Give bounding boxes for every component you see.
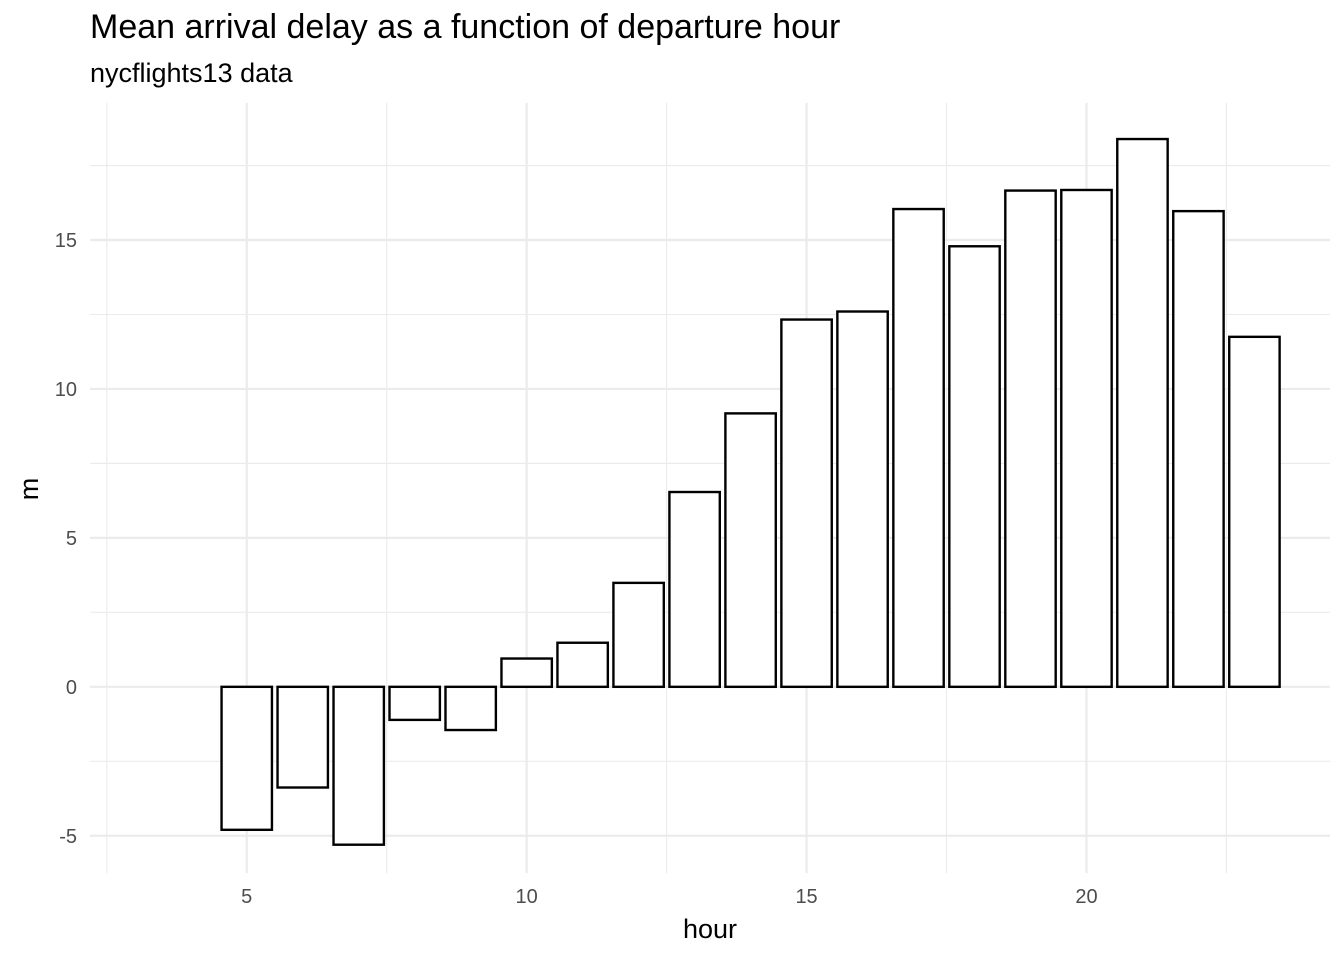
x-axis-ticks: 5 10 15 20 — [241, 886, 1097, 908]
bar-hour-7 — [332, 685, 386, 846]
bar-hour-18 — [948, 245, 1001, 689]
bar-hour-11 — [556, 641, 610, 689]
bar-hour-9 — [444, 685, 498, 732]
bar-hour-14 — [724, 412, 777, 689]
x-tick-label: 15 — [795, 886, 817, 908]
y-tick-label: -5 — [59, 826, 77, 848]
bar-hour-17 — [892, 207, 945, 689]
chart-title: Mean arrival delay as a function of depa… — [90, 8, 841, 46]
bar-hour-10 — [500, 657, 554, 689]
bar-hour-20 — [1060, 188, 1113, 689]
bar-hour-15 — [780, 318, 833, 689]
y-tick-label: 0 — [66, 677, 77, 699]
bar-hour-16 — [836, 310, 889, 689]
y-tick-label: 5 — [66, 528, 77, 550]
x-axis-title: hour — [683, 914, 737, 944]
y-tick-label: 10 — [55, 379, 77, 401]
bar-hour-13 — [668, 490, 721, 689]
y-tick-label: 15 — [55, 230, 77, 252]
bar-hour-21 — [1116, 137, 1169, 689]
bar-hour-12 — [612, 581, 666, 689]
bar-hour-22 — [1172, 209, 1225, 689]
x-tick-label: 20 — [1075, 886, 1097, 908]
x-tick-label: 10 — [516, 886, 538, 908]
y-axis-ticks: -5 0 5 10 15 — [55, 230, 77, 848]
bar-hour-5 — [220, 685, 274, 832]
bar-hour-8 — [388, 685, 442, 722]
chart-subtitle: nycflights13 data — [90, 58, 293, 88]
x-tick-label: 5 — [241, 886, 252, 908]
bar-hour-6 — [276, 685, 330, 789]
y-axis-title: m — [14, 478, 44, 501]
bar-hour-23 — [1228, 335, 1281, 689]
bar-hour-19 — [1004, 189, 1057, 689]
bars — [220, 137, 1281, 846]
